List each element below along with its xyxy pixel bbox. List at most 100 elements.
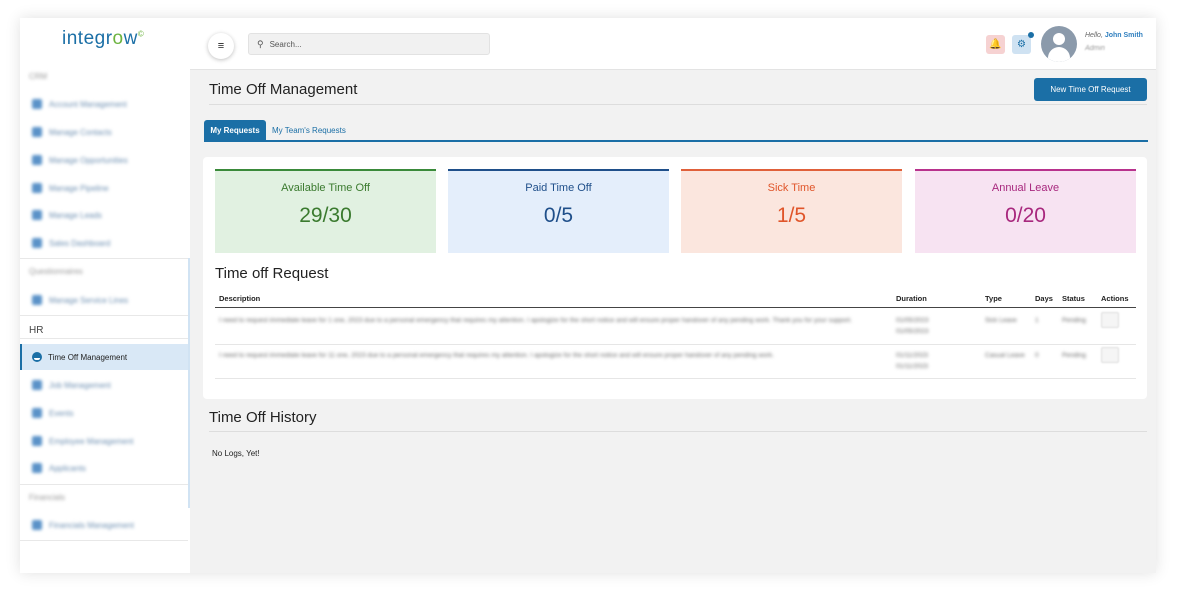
stat-sick-time: Sick Time 1/5 bbox=[681, 169, 902, 253]
sidebar-item-manage-contacts[interactable]: Manage Contacts bbox=[32, 121, 188, 143]
smiley-icon bbox=[32, 352, 42, 362]
sidebar-item-manage-pipeline[interactable]: Manage Pipeline bbox=[32, 177, 188, 199]
opportunity-icon bbox=[32, 155, 42, 165]
sidebar-section-crm: CRM bbox=[29, 72, 48, 81]
stat-label: Sick Time bbox=[767, 182, 816, 194]
sidebar-item-label: Account Management bbox=[49, 99, 127, 109]
top-header: ≡ ⚲ 🔔 ⚙ Hello, John Smith Admin bbox=[190, 18, 1156, 70]
bell-icon: 🔔 bbox=[989, 39, 1002, 50]
row-status: Pending bbox=[1062, 352, 1086, 359]
row-description: I need to request immediate leave for 1 … bbox=[219, 317, 852, 324]
row-duration-start: 01/11/2023 bbox=[896, 352, 929, 359]
notification-button[interactable]: 🔔 bbox=[986, 35, 1005, 54]
history-title: Time Off History bbox=[209, 409, 317, 426]
settings-button[interactable]: ⚙ bbox=[1012, 32, 1034, 54]
row-description: I need to request immediate leave for 11… bbox=[219, 352, 774, 359]
sidebar-section-hr: HR bbox=[29, 325, 44, 336]
pipeline-icon bbox=[32, 183, 42, 193]
service-icon bbox=[32, 295, 42, 305]
sidebar-item-label: Manage Pipeline bbox=[49, 183, 109, 193]
avatar[interactable] bbox=[1041, 26, 1077, 62]
sidebar-divider bbox=[20, 540, 188, 541]
row-action-button[interactable] bbox=[1101, 312, 1119, 328]
stat-available-time-off: Available Time Off 29/30 bbox=[215, 169, 436, 253]
sidebar-item-label: Financials Management bbox=[49, 520, 134, 530]
sidebar-item-label: Manage Opportunities bbox=[49, 155, 128, 165]
requests-card: Available Time Off 29/30 Paid Time Off 0… bbox=[203, 157, 1147, 399]
user-name[interactable]: John Smith bbox=[1104, 32, 1143, 39]
tab-my-requests[interactable]: My Requests bbox=[204, 120, 266, 142]
history-divider bbox=[209, 431, 1147, 432]
sidebar-item-employee-management[interactable]: Employee Management bbox=[32, 430, 188, 452]
sidebar-item-label: Manage Service Lines bbox=[49, 295, 129, 305]
stat-label: Annual Leave bbox=[991, 182, 1060, 194]
finance-icon bbox=[32, 520, 42, 530]
tab-underline bbox=[204, 140, 1148, 142]
history-empty-text: No Logs, Yet! bbox=[212, 449, 260, 458]
settings-indicator-dot bbox=[1028, 32, 1034, 38]
greeting-prefix: Hello, bbox=[1085, 32, 1105, 39]
sidebar-divider bbox=[20, 258, 188, 259]
row-action-button[interactable] bbox=[1101, 347, 1119, 363]
sidebar-divider bbox=[20, 484, 188, 485]
avatar-body-shape bbox=[1048, 47, 1070, 62]
sidebar-item-label: Job Management bbox=[49, 380, 111, 390]
row-type: Casual Leave bbox=[985, 352, 1025, 359]
sidebar-divider bbox=[20, 315, 188, 316]
sidebar-item-time-off-management[interactable]: Time Off Management bbox=[20, 344, 188, 370]
sidebar-scrollbar[interactable] bbox=[188, 258, 190, 508]
tab-my-teams-requests[interactable]: My Team's Requests bbox=[272, 125, 346, 135]
stat-annual-leave: Annual Leave 0/20 bbox=[915, 169, 1136, 253]
stat-paid-time-off: Paid Time Off 0/5 bbox=[448, 169, 669, 253]
app-window: integrow© CRM Account Management Manage … bbox=[20, 18, 1156, 573]
sidebar-item-financials-management[interactable]: Financials Management bbox=[32, 514, 188, 536]
folder-icon bbox=[32, 99, 42, 109]
sidebar-item-manage-opportunities[interactable]: Manage Opportunities bbox=[32, 149, 188, 171]
column-header-actions: Actions bbox=[1101, 294, 1129, 303]
sidebar-item-manage-leads[interactable]: Manage Leads bbox=[32, 204, 188, 226]
row-duration-start: 01/05/2023 bbox=[896, 317, 929, 324]
search-box[interactable]: ⚲ bbox=[248, 33, 490, 55]
employee-icon bbox=[32, 436, 42, 446]
applicant-icon bbox=[32, 463, 42, 473]
sidebar-section-financials: Financials bbox=[29, 493, 66, 502]
stat-value: 29/30 bbox=[299, 204, 352, 227]
sidebar-item-manage-service-lines[interactable]: Manage Service Lines bbox=[32, 289, 188, 311]
row-duration-end: 01/05/2023 bbox=[896, 328, 929, 335]
column-header-description: Description bbox=[219, 294, 261, 303]
requests-title: Time off Request bbox=[215, 265, 329, 282]
sidebar-item-applicants[interactable]: Applicants bbox=[32, 457, 188, 479]
dashboard-icon bbox=[32, 238, 42, 248]
logo-text: integr bbox=[62, 28, 113, 49]
contacts-icon bbox=[32, 127, 42, 137]
page-title: Time Off Management bbox=[209, 81, 358, 98]
sidebar-item-label: Employee Management bbox=[49, 436, 134, 446]
title-divider bbox=[209, 104, 1147, 105]
sidebar-item-label: Manage Leads bbox=[49, 210, 102, 220]
sidebar-item-events[interactable]: Events bbox=[32, 402, 188, 424]
user-role: Admin bbox=[1085, 45, 1105, 52]
logo-text-o: o bbox=[112, 28, 124, 49]
gear-icon: ⚙ bbox=[1017, 39, 1026, 50]
calendar-icon bbox=[32, 408, 42, 418]
app-logo[interactable]: integrow© bbox=[62, 28, 144, 50]
search-icon: ⚲ bbox=[257, 38, 264, 49]
row-divider bbox=[215, 344, 1136, 345]
stat-label: Available Time Off bbox=[281, 182, 370, 194]
sidebar-item-label: Sales Dashboard bbox=[49, 238, 111, 248]
job-icon bbox=[32, 380, 42, 390]
new-time-off-request-button[interactable]: New Time Off Request bbox=[1034, 78, 1147, 101]
row-divider bbox=[215, 378, 1136, 379]
sidebar-item-account-management[interactable]: Account Management bbox=[32, 93, 188, 115]
sidebar-item-label: Events bbox=[49, 408, 74, 418]
row-type: Sick Leave bbox=[985, 317, 1017, 324]
stat-value: 1/5 bbox=[776, 204, 807, 227]
sidebar-divider bbox=[20, 338, 188, 339]
collapse-menu-icon: ≡ bbox=[217, 40, 225, 52]
sidebar-item-job-management[interactable]: Job Management bbox=[32, 374, 188, 396]
menu-toggle-button[interactable]: ≡ bbox=[208, 33, 234, 59]
logo-text-end: w bbox=[123, 28, 138, 49]
column-header-status: Status bbox=[1062, 294, 1085, 303]
search-input[interactable] bbox=[269, 39, 470, 49]
sidebar-item-sales-dashboard[interactable]: Sales Dashboard bbox=[32, 232, 188, 254]
